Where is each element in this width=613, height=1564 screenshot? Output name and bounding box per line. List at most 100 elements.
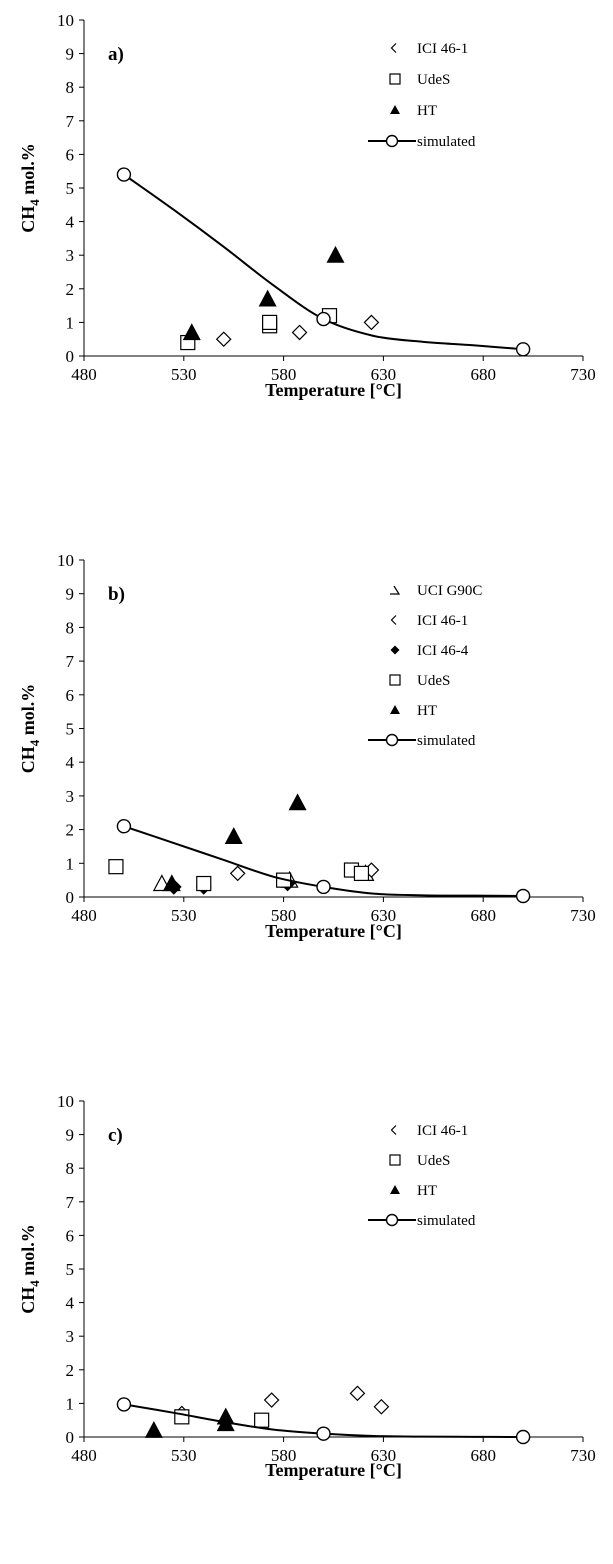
legend-label: ICI 46-1 — [417, 1123, 468, 1139]
y-tick-label: 9 — [66, 1126, 75, 1145]
y-tick-label: 8 — [66, 618, 75, 637]
legend-marker — [389, 73, 401, 85]
chart-panel-2: 0 1 2 3 4 5 6 7 8 9 10 480 530 580 630 680 730 Temperatur… — [18, 551, 596, 941]
x-tick-label: 630 — [371, 1446, 397, 1465]
data-point — [162, 874, 181, 892]
legend-item: HT — [390, 703, 437, 719]
series-ici-46-4 — [165, 875, 296, 895]
legend-label: UCI G90C — [417, 583, 482, 599]
data-point — [196, 875, 212, 892]
legend-label: simulated — [417, 733, 476, 749]
y-tick-label: 7 — [66, 652, 75, 671]
legend-marker — [390, 645, 400, 655]
x-tick-label: 730 — [570, 1446, 596, 1465]
series-simulated — [116, 167, 531, 357]
x-tick-label: 580 — [271, 906, 297, 925]
x-tick-label: 630 — [371, 365, 397, 384]
y-axis-title: CH4 mol.% — [18, 1224, 42, 1314]
y-axis-title: CH4 mol.% — [18, 684, 42, 774]
y-tick-label: 10 — [57, 551, 74, 570]
data-point — [515, 342, 531, 357]
data-point — [263, 1392, 280, 1408]
data-point — [326, 245, 345, 263]
y-tick-label: 5 — [66, 720, 75, 739]
legend-label: UdeS — [417, 1153, 450, 1169]
data-point — [363, 314, 380, 331]
y-tick-label: 3 — [66, 246, 75, 265]
y-tick-label: 5 — [66, 1260, 75, 1279]
y-axis-title-subscript: 4 — [27, 199, 42, 206]
x-tick-label: 630 — [371, 906, 397, 925]
y-tick-label: 1 — [66, 1394, 75, 1413]
legend-item: ICI 46-4 — [390, 643, 469, 659]
legend-label: HT — [417, 103, 437, 119]
legend-item: simulated — [368, 1213, 476, 1229]
data-point — [108, 859, 124, 875]
data-point — [373, 1398, 390, 1415]
legend-marker — [390, 585, 401, 595]
y-tick-label: 1 — [66, 313, 75, 332]
y-tick-label: 8 — [66, 1159, 75, 1178]
y-tick-label: 7 — [66, 112, 75, 131]
legend-marker — [385, 733, 399, 747]
x-tick-label: 530 — [171, 1446, 197, 1465]
y-axis-title: CH4 mol.% — [18, 143, 42, 233]
data-point — [262, 314, 278, 330]
y-axis-title-rest: mol.% — [18, 684, 38, 740]
series-ht — [162, 793, 307, 892]
legend-item: simulated — [368, 733, 476, 749]
x-axis-title: Temperature [°C] — [265, 1460, 402, 1480]
legend-label: simulated — [417, 134, 476, 150]
legend-item: ICI 46-1 — [390, 41, 468, 57]
data-point — [515, 888, 531, 904]
panel-label: a) — [108, 44, 124, 65]
panel-label: b) — [108, 584, 125, 605]
legend-item: ICI 46-1 — [390, 1123, 468, 1139]
x-tick-label: 730 — [570, 906, 596, 925]
legend-label: ICI 46-4 — [417, 643, 469, 659]
legend-marker — [390, 43, 397, 53]
legend-item: UdeS — [389, 673, 450, 689]
y-axis-title-main: CH — [18, 746, 38, 773]
data-point — [182, 323, 201, 341]
y-tick-label: 2 — [66, 821, 75, 840]
y-axis-title-subscript: 4 — [27, 739, 42, 746]
x-axis-title: Temperature [°C] — [265, 921, 402, 941]
y-tick-label: 6 — [66, 1226, 75, 1245]
data-point — [515, 1429, 531, 1445]
data-point — [316, 1426, 331, 1441]
chart-panel-1: 0 1 2 3 4 5 6 7 8 9 10 480 530 580 630 680 730 Temperatur… — [18, 11, 596, 400]
legend-label: simulated — [417, 1213, 476, 1229]
data-point — [229, 865, 246, 882]
x-tick-label: 480 — [71, 906, 97, 925]
series-udes — [174, 1409, 270, 1428]
series-ht — [182, 245, 345, 341]
series-ht — [144, 1407, 235, 1438]
y-tick-label: 4 — [66, 1294, 75, 1313]
series-udes — [108, 859, 370, 892]
x-tick-label: 680 — [470, 365, 496, 384]
data-point — [316, 879, 331, 895]
legend-label: HT — [417, 1183, 437, 1199]
y-axis-title-main: CH — [18, 206, 38, 233]
legend-item: ICI 46-1 — [390, 613, 468, 629]
series-uci-g90c — [152, 864, 375, 892]
x-axis-title: Temperature [°C] — [265, 380, 402, 400]
series-simulated — [116, 819, 531, 904]
y-tick-label: 10 — [57, 11, 74, 30]
legend-label: HT — [417, 703, 437, 719]
y-tick-label: 0 — [66, 888, 75, 907]
data-point — [144, 1421, 163, 1438]
x-tick-label: 680 — [470, 1446, 496, 1465]
x-tick-label: 530 — [171, 365, 197, 384]
y-tick-label: 6 — [66, 686, 75, 705]
legend-item: UdeS — [389, 1153, 450, 1169]
data-point — [174, 1409, 190, 1425]
legend-marker — [389, 1154, 401, 1166]
series-simulated — [116, 1397, 531, 1445]
legend-marker — [390, 1125, 397, 1135]
y-tick-label: 2 — [66, 1361, 75, 1380]
legend-label: ICI 46-1 — [417, 613, 468, 629]
legend-item: UdeS — [389, 72, 450, 88]
x-tick-label: 580 — [271, 365, 297, 384]
